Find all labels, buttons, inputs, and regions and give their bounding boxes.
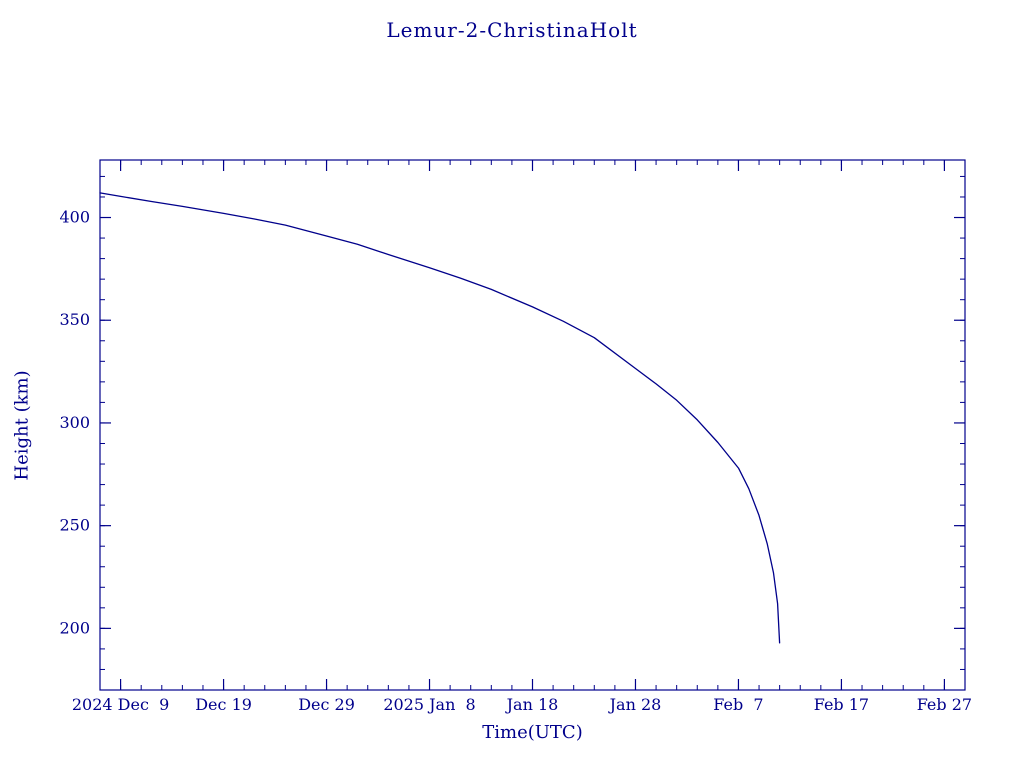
height-curve [99,192,781,644]
y-tick-label: 200 [59,618,90,637]
y-tick-label: 250 [59,516,90,535]
x-tick-label: Feb 7 [713,695,763,714]
y-tick-label: 350 [59,310,90,329]
y-tick-label: 300 [59,413,90,432]
x-tick-label: Feb 27 [917,695,972,714]
x-tick-label: Dec 19 [195,695,252,714]
x-tick-label: Dec 29 [298,695,355,714]
x-tick-label: Feb 17 [814,695,869,714]
y-tick-label: 400 [59,208,90,227]
x-tick-label: 2025 Jan 8 [383,695,475,714]
x-tick-label: Jan 28 [608,695,662,714]
x-tick-label: Jan 18 [505,695,559,714]
chart-title: Lemur-2-ChristinaHolt [386,18,638,42]
x-tick-label: 2024 Dec 9 [72,695,169,714]
plot-frame [99,159,966,691]
x-axis-label: Time(UTC) [482,722,583,743]
